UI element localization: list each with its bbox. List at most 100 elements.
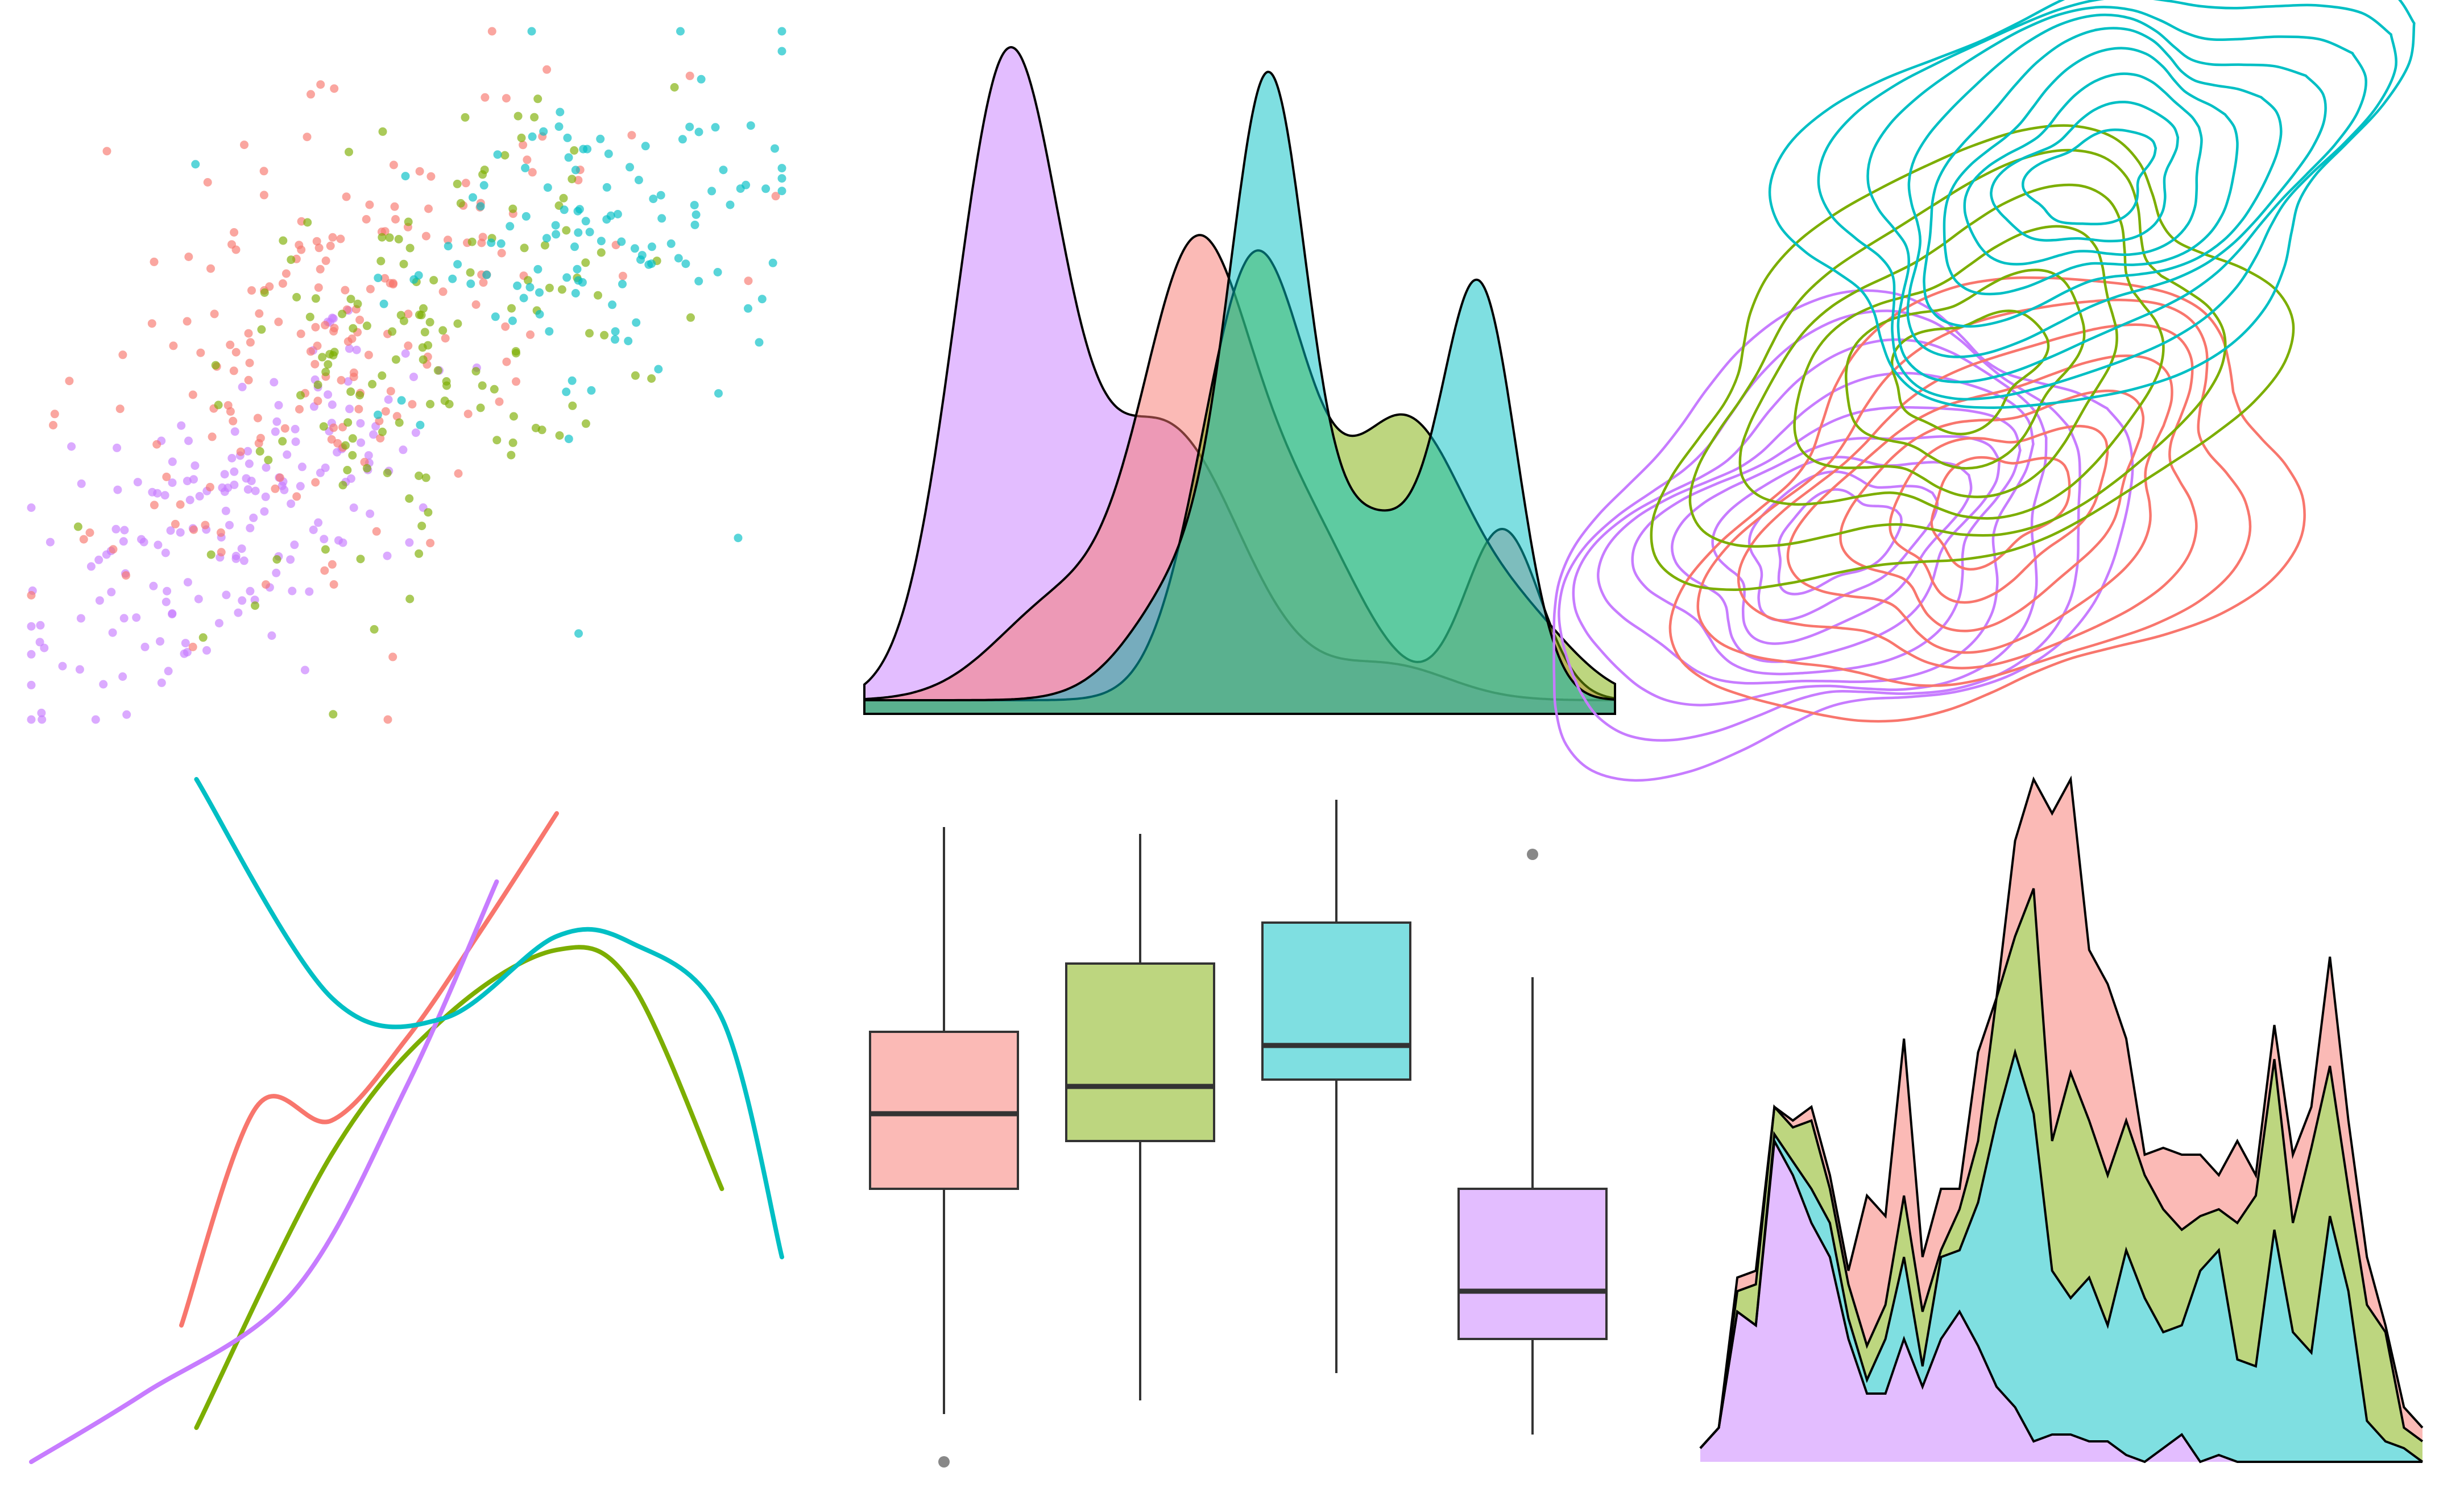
scatter-point-red <box>310 359 320 369</box>
scatter-point-cyan <box>409 275 419 284</box>
scatter-point-purple <box>369 430 378 439</box>
scatter-point-green <box>520 243 529 253</box>
scatter-point-purple <box>191 461 200 470</box>
scatter-point-green <box>391 355 400 364</box>
scatter-point-red <box>205 482 214 491</box>
scatter-point-red <box>512 377 520 386</box>
scatter-point-purple <box>168 457 177 466</box>
scatter-point-green <box>568 175 577 184</box>
scatter-point-red <box>408 400 417 409</box>
scatter-point-green <box>453 179 462 188</box>
scatter-point-green <box>376 257 386 266</box>
scatter-point-cyan <box>542 234 551 243</box>
scatter-point-red <box>349 368 358 377</box>
scatter-point-red <box>231 348 241 357</box>
scatter-point-green <box>670 83 679 92</box>
scatter-point-purple <box>120 526 129 535</box>
scatter-point-cyan <box>654 365 663 374</box>
scatter-point-purple <box>243 485 252 494</box>
scatter-point-cyan <box>521 163 530 172</box>
scatter-point-red <box>424 204 433 213</box>
scatter-point-green <box>318 353 327 362</box>
scatter-point-purple <box>45 538 55 547</box>
scatter-point-cyan <box>734 534 743 543</box>
scatter-point-red <box>150 257 159 266</box>
scatter-point-cyan <box>525 283 535 292</box>
scatter-point-red <box>477 238 486 247</box>
scatter-point-green <box>631 371 640 380</box>
scatter-point-cyan <box>562 273 572 282</box>
contour-line-cyan <box>1906 13 2327 358</box>
scatter-point-purple <box>149 581 158 590</box>
scatter-point-cyan <box>694 127 703 137</box>
scatter-point-red <box>444 235 452 245</box>
scatter-point-red <box>461 179 470 188</box>
scatter-point-purple <box>38 715 47 724</box>
scatter-point-red <box>321 256 330 265</box>
scatter-point-purple <box>132 613 141 622</box>
scatter-point-green <box>264 456 273 465</box>
scatter-point-purple <box>156 637 164 646</box>
scatter-point-green <box>378 233 387 242</box>
scatter-point-cyan <box>506 222 515 231</box>
scatter-point-green <box>73 522 82 531</box>
scatter-point-purple <box>230 467 239 476</box>
scatter-point-purple <box>316 468 325 477</box>
scatter-point-green <box>348 434 357 443</box>
box-purple <box>1457 1188 1608 1340</box>
scatter-point-red <box>150 501 159 510</box>
scatter-point-green <box>345 147 353 156</box>
scatter-point-green <box>321 545 330 554</box>
scatter-point-cyan <box>624 337 633 345</box>
scatter-point-cyan <box>552 230 561 239</box>
scatter-point-cyan <box>691 210 701 219</box>
scatter-point-cyan <box>597 237 606 246</box>
scatter-point-purple <box>314 518 323 527</box>
scatter-point-green <box>507 304 516 313</box>
scatter-point-cyan <box>564 153 573 162</box>
scatter-point-purple <box>249 513 258 522</box>
smooth-line-green <box>194 945 724 1430</box>
scatter-point-cyan <box>556 108 565 117</box>
scatter-point-green <box>531 424 540 432</box>
scatter-point-red <box>176 500 185 509</box>
scatter-point-cyan <box>742 180 751 189</box>
scatter-point-green <box>356 555 365 564</box>
scatter-point-red <box>303 133 312 142</box>
smooth-lines-panel <box>29 777 784 1464</box>
scatter-point-purple <box>245 459 254 468</box>
scatter-point-cyan <box>496 239 506 248</box>
scatter-point-purple <box>160 491 169 500</box>
contour-line-red <box>1930 456 2071 571</box>
scatter-point-green <box>424 508 433 517</box>
scatter-point-red <box>543 65 552 74</box>
scatter-point-cyan <box>581 217 590 226</box>
scatter-point-red <box>329 326 338 336</box>
scatter-point-green <box>419 355 428 364</box>
scatter-point-red <box>171 519 180 528</box>
scatter-point-purple <box>288 586 297 596</box>
scatter-point-red <box>259 167 268 176</box>
contour-line-purple <box>1631 406 2022 676</box>
scatter-point-cyan <box>476 202 485 211</box>
scatter-point-green <box>440 396 449 406</box>
scatter-point-green <box>417 311 426 320</box>
scatter-point-purple <box>343 377 353 386</box>
scatter-point-red <box>389 160 398 170</box>
scatter-point-cyan <box>587 386 596 395</box>
scatter-point-cyan <box>685 122 694 131</box>
scatter-point-red <box>196 348 205 357</box>
scatter-point-cyan <box>583 144 592 154</box>
scatter-point-green <box>292 293 301 301</box>
scatter-point-red <box>311 323 320 332</box>
scatter-point-purple <box>401 349 410 358</box>
scatter-point-red <box>502 94 511 103</box>
scatter-point-red <box>326 241 335 250</box>
stacked-edge-red <box>1699 775 2424 1449</box>
scatter-point-green <box>478 170 487 179</box>
scatter-point-red <box>381 407 390 416</box>
scatter-point-purple <box>274 400 283 410</box>
scatter-point-green <box>419 304 428 313</box>
scatter-point-red <box>245 358 254 367</box>
scatter-point-purple <box>194 594 203 604</box>
